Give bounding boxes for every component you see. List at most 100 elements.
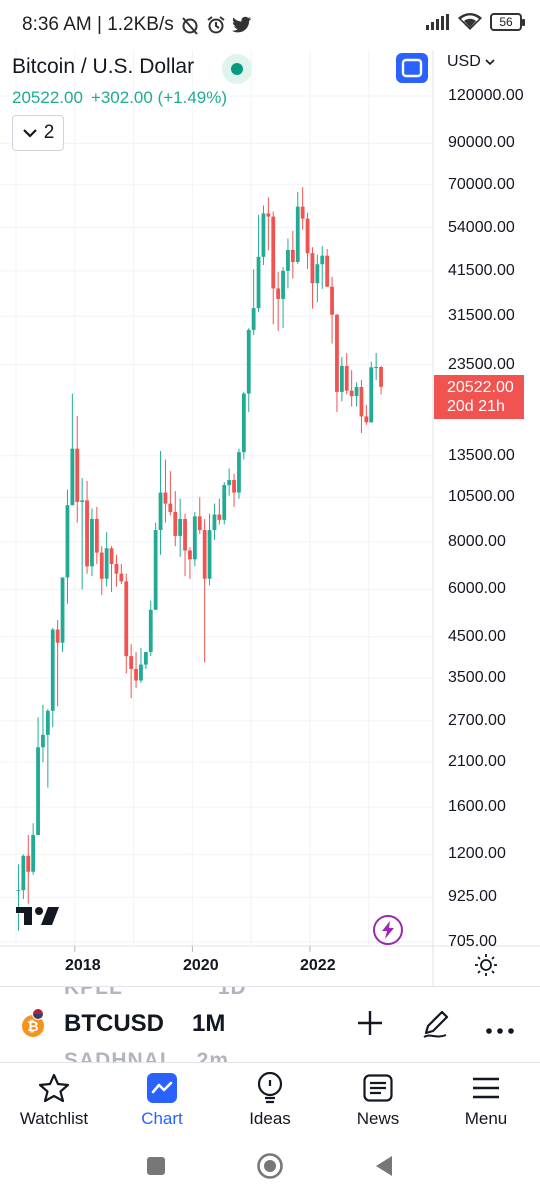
lightbulb-icon	[257, 1072, 283, 1104]
add-button[interactable]	[356, 1009, 384, 1042]
nav-label: News	[356, 1109, 400, 1128]
chart-settings-button[interactable]	[475, 954, 497, 981]
candle-body	[369, 367, 374, 423]
price-axis-label: 31500.00	[448, 307, 515, 325]
indicator-collapse-button[interactable]: 2	[12, 115, 64, 151]
candle-body	[119, 573, 124, 582]
price-axis-label: 705.00	[448, 933, 497, 950]
candle-body	[80, 500, 85, 502]
menu-icon	[473, 1077, 499, 1099]
candle-body	[374, 366, 379, 368]
candle-body	[129, 656, 134, 669]
chevron-down-icon	[485, 59, 495, 65]
candle-body	[305, 218, 310, 254]
scroll-ghost-below: SADHNAI 2m	[64, 1049, 229, 1062]
back-triangle-icon	[376, 1155, 392, 1176]
price-tag-value: 20522.00	[447, 379, 514, 396]
ghost-interval: 2m	[196, 1049, 230, 1062]
candle-body	[349, 390, 354, 397]
drawing-tools-button[interactable]	[420, 1009, 452, 1044]
price-axis-label: 41500.00	[448, 261, 515, 279]
candle-body	[227, 480, 232, 486]
candle-body	[335, 314, 339, 392]
back-button[interactable]	[374, 1155, 394, 1182]
lightning-button[interactable]	[373, 915, 403, 945]
candle-body	[55, 629, 60, 643]
candle-body	[94, 518, 99, 553]
system-nav	[0, 1136, 540, 1200]
nav-ideas[interactable]: Ideas	[216, 1063, 324, 1136]
status-bar: 8:36 AM | 1.2KB/s 56	[0, 0, 540, 50]
candle-body	[276, 288, 281, 299]
nav-watchlist[interactable]: Watchlist	[0, 1063, 108, 1136]
candle-body	[320, 255, 325, 265]
candle-body	[75, 448, 80, 502]
candle-body	[173, 511, 178, 536]
candle-body	[325, 255, 330, 287]
price-axis-label: 1200.00	[448, 845, 506, 863]
price-axis-label: 2100.00	[448, 753, 506, 771]
candle-body	[246, 329, 251, 394]
ghost-symbol: SADHNAI	[64, 1049, 167, 1062]
interval-selector[interactable]: 1M	[192, 1010, 226, 1037]
candle-body	[85, 500, 89, 567]
price-chart[interactable]	[0, 50, 540, 986]
candle-body	[217, 514, 222, 520]
price-axis-label: 13500.00	[448, 446, 515, 464]
currency-select[interactable]: USD	[447, 53, 495, 71]
sun-icon	[475, 954, 497, 976]
candle-body	[188, 550, 192, 560]
candle-body	[212, 514, 217, 531]
candle-body	[261, 213, 266, 257]
news-icon	[363, 1074, 393, 1102]
candle-body	[222, 485, 227, 520]
candle-body	[344, 365, 349, 391]
nav-label: Menu	[464, 1109, 508, 1128]
star-icon	[38, 1073, 70, 1103]
recents-button[interactable]	[146, 1156, 166, 1181]
price-tag-countdown: 20d 21h	[447, 398, 505, 415]
nav-menu[interactable]: Menu	[432, 1063, 540, 1136]
candle-body	[281, 270, 285, 299]
price-axis-label: 1600.00	[448, 798, 506, 816]
bitcoin-icon: ₿	[22, 1015, 44, 1037]
ghost-interval: 1D	[217, 986, 247, 999]
candle-body	[109, 548, 114, 564]
chevron-down-icon	[22, 129, 37, 138]
time-axis-label: 2018	[65, 957, 101, 974]
price-axis-label: 10500.00	[448, 488, 515, 506]
candle-body	[192, 516, 197, 560]
price-axis-label: 54000.00	[448, 218, 515, 236]
more-button[interactable]	[486, 1021, 514, 1039]
nav-chart[interactable]: Chart	[108, 1063, 216, 1136]
candle-body	[241, 393, 246, 453]
candle-body	[134, 668, 138, 681]
price-axis-label: 4500.00	[448, 627, 506, 645]
candle-body	[286, 250, 290, 271]
candle-body	[50, 629, 55, 711]
tradingview-logo	[16, 905, 60, 932]
candle-body	[148, 609, 153, 653]
pen-icon	[423, 1010, 449, 1038]
candle-body	[41, 734, 45, 748]
candle-body	[256, 256, 261, 309]
candle-body	[104, 548, 109, 579]
candle-body	[143, 652, 148, 665]
home-button[interactable]	[256, 1152, 284, 1185]
candle-body	[339, 365, 344, 392]
candle-body	[45, 710, 50, 735]
time-axis-label: 2020	[183, 957, 219, 974]
symbol-ticker[interactable]: BTCUSD	[64, 1010, 164, 1037]
nav-news[interactable]: News	[324, 1063, 432, 1136]
symbol-title[interactable]: Bitcoin / U.S. Dollar	[12, 55, 195, 78]
candle-body	[251, 308, 256, 330]
candle-body	[31, 835, 36, 872]
candle-body	[65, 505, 70, 578]
wifi-icon	[458, 13, 482, 30]
alarm-icon	[207, 16, 225, 34]
candle-body	[379, 366, 383, 387]
candle-body	[60, 577, 65, 643]
fullscreen-button[interactable]	[396, 53, 428, 83]
price-change: +302.00 (+1.49%)	[90, 88, 228, 107]
chart-area[interactable]	[0, 50, 540, 986]
